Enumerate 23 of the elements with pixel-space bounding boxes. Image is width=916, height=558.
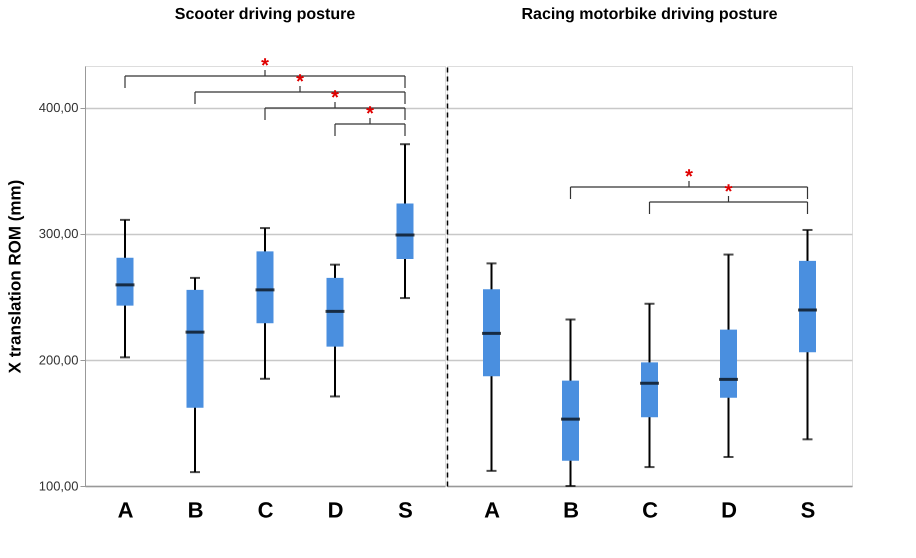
x-tick-label: B <box>563 498 579 522</box>
x-tick-label: S <box>800 498 816 522</box>
x-tick-label: C <box>258 498 274 522</box>
annotation: * <box>261 55 270 77</box>
chart-title: Racing motorbike driving posture <box>521 6 778 23</box>
chart-title: Scooter driving posture <box>174 6 356 23</box>
y-tick-label: 400,00 <box>38 100 78 116</box>
x-tick-label: A <box>118 498 134 522</box>
annotation: * <box>331 87 340 109</box>
annotation: * <box>366 103 374 125</box>
x-tick-label: D <box>721 498 737 522</box>
annotation: * <box>685 166 694 188</box>
x-tick-label: B <box>188 498 204 522</box>
y-tick-label: 300,00 <box>38 226 78 242</box>
x-tick-label: S <box>398 498 413 522</box>
y-axis-title: X translation ROM (mm) <box>6 180 25 374</box>
x-tick-label: D <box>328 498 344 522</box>
x-tick-label: A <box>484 498 500 522</box>
annotation: * <box>296 71 304 93</box>
y-tick-label: 100,00 <box>38 478 78 494</box>
x-tick-label: C <box>642 498 658 522</box>
annotation: * <box>724 181 733 203</box>
y-tick-label: 200,00 <box>38 352 78 368</box>
